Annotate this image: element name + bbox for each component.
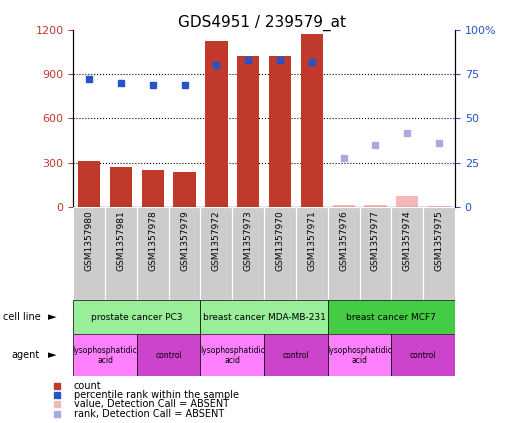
Text: GSM1357978: GSM1357978 [148, 210, 157, 271]
Text: rank, Detection Call = ABSENT: rank, Detection Call = ABSENT [74, 409, 224, 419]
Text: breast cancer MCF7: breast cancer MCF7 [346, 313, 436, 322]
Text: control: control [410, 351, 437, 360]
Bar [365, 205, 386, 207]
Text: percentile rank within the sample: percentile rank within the sample [74, 390, 238, 400]
Bar [137, 334, 200, 376]
Text: GSM1357981: GSM1357981 [117, 210, 126, 271]
Bar [328, 334, 391, 376]
Text: agent: agent [12, 350, 40, 360]
Text: cell line: cell line [3, 312, 40, 322]
Text: count: count [74, 382, 101, 391]
Bar [105, 207, 137, 300]
Text: breast cancer MDA-MB-231: breast cancer MDA-MB-231 [203, 313, 325, 322]
Text: GSM1357976: GSM1357976 [339, 210, 348, 271]
Bar [428, 206, 450, 207]
Text: GSM1357979: GSM1357979 [180, 210, 189, 271]
Bar [73, 334, 137, 376]
Text: GSM1357970: GSM1357970 [276, 210, 285, 271]
Bar [232, 207, 264, 300]
Text: GDS4951 / 239579_at: GDS4951 / 239579_at [177, 15, 346, 31]
Bar [174, 173, 196, 207]
Bar [391, 334, 455, 376]
Bar [137, 207, 168, 300]
Bar [168, 207, 200, 300]
Bar [423, 207, 455, 300]
Text: GSM1357975: GSM1357975 [435, 210, 444, 271]
Bar [200, 334, 264, 376]
Bar [391, 207, 423, 300]
Text: GSM1357980: GSM1357980 [85, 210, 94, 271]
Bar [328, 207, 360, 300]
Bar [110, 167, 132, 207]
Bar [73, 207, 105, 300]
Bar [142, 170, 164, 207]
Bar [78, 162, 100, 207]
Bar [296, 207, 328, 300]
Text: ►: ► [48, 312, 56, 322]
Text: GSM1357974: GSM1357974 [403, 210, 412, 271]
Text: GSM1357973: GSM1357973 [244, 210, 253, 271]
Text: prostate cancer PC3: prostate cancer PC3 [91, 313, 183, 322]
Bar [396, 196, 418, 207]
Bar [328, 300, 455, 334]
Text: ►: ► [48, 350, 56, 360]
Bar [269, 56, 291, 207]
Text: value, Detection Call = ABSENT: value, Detection Call = ABSENT [74, 399, 229, 409]
Bar [237, 56, 259, 207]
Bar [205, 41, 228, 207]
Bar [333, 205, 355, 207]
Bar [264, 334, 328, 376]
Bar [301, 34, 323, 207]
Bar [264, 207, 296, 300]
Text: GSM1357972: GSM1357972 [212, 210, 221, 271]
Text: lysophosphatidic
acid: lysophosphatidic acid [200, 346, 265, 365]
Bar [200, 300, 328, 334]
Text: lysophosphatidic
acid: lysophosphatidic acid [327, 346, 392, 365]
Text: control: control [155, 351, 182, 360]
Text: GSM1357971: GSM1357971 [308, 210, 316, 271]
Text: GSM1357977: GSM1357977 [371, 210, 380, 271]
Bar [360, 207, 391, 300]
Text: control: control [282, 351, 309, 360]
Text: lysophosphatidic
acid: lysophosphatidic acid [73, 346, 138, 365]
Bar [73, 300, 200, 334]
Bar [200, 207, 232, 300]
